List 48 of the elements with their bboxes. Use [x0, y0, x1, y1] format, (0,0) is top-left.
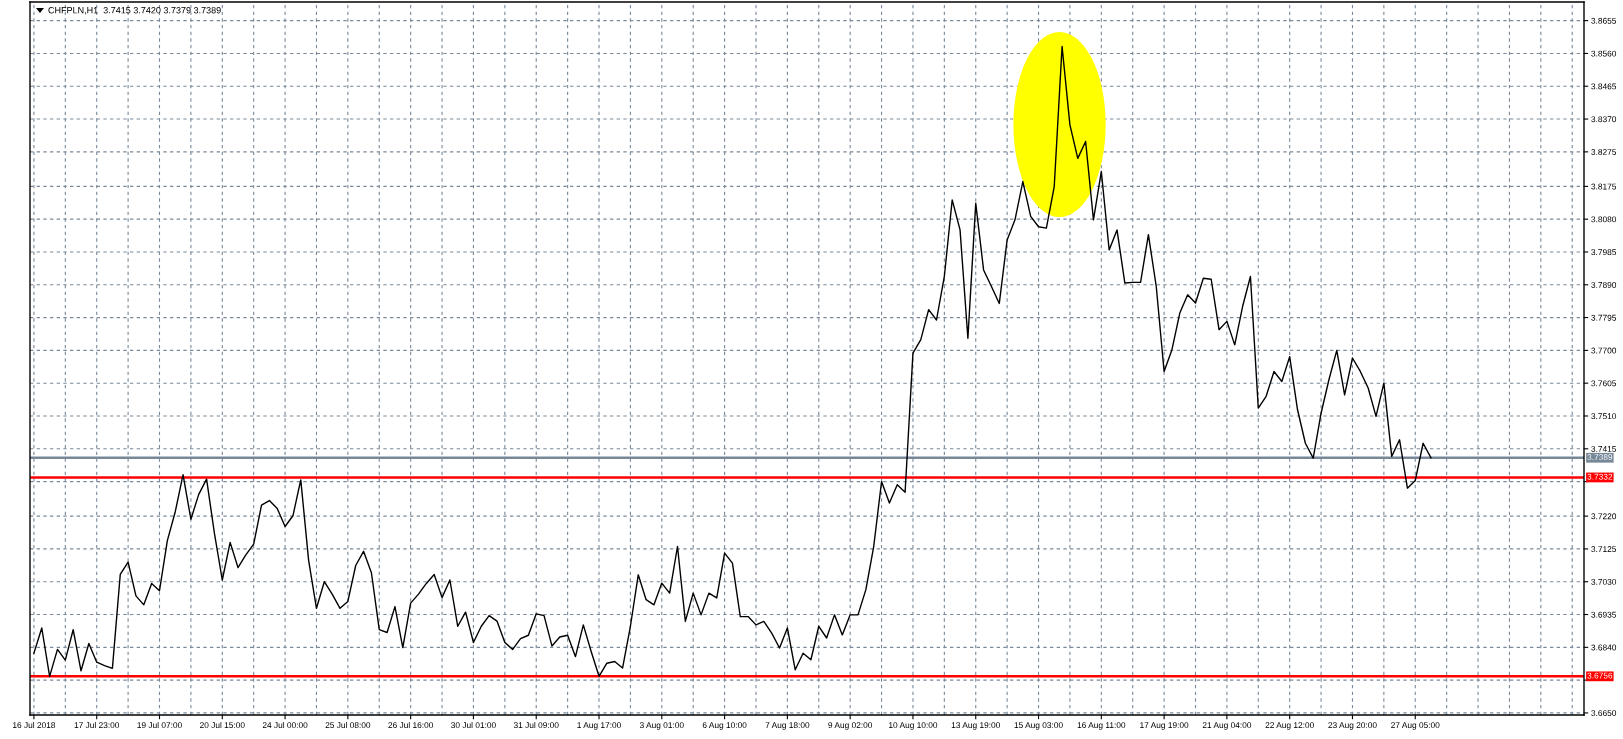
y-tick-label: 3.8175: [1591, 183, 1617, 190]
y-tick-label: 3.7220: [1591, 513, 1617, 520]
y-tick-label: 3.7795: [1591, 314, 1617, 321]
x-tick-label: 16 Aug 11:00: [1077, 722, 1126, 730]
y-tick-label: 3.6935: [1591, 611, 1617, 618]
x-tick-label: 19 Jul 07:00: [137, 721, 182, 729]
ref-line-label: 3.7332: [1587, 473, 1613, 480]
x-tick-label: 15 Aug 03:00: [1014, 722, 1063, 730]
x-tick-label: 23 Aug 20:00: [1328, 722, 1377, 730]
x-tick-label: 20 Jul 15:00: [200, 721, 245, 729]
y-tick-label: 3.8560: [1591, 50, 1617, 57]
x-tick-label: 24 Jul 00:00: [262, 721, 308, 729]
x-tick-label: 21 Aug 04:00: [1202, 722, 1252, 730]
x-tick-label: 27 Aug 05:00: [1391, 722, 1440, 730]
chart-title: CHFPLN,H1 3.7415 3.7420 3.7379 3.7389: [48, 7, 221, 15]
y-tick-label: 3.7985: [1591, 249, 1617, 256]
y-tick-label: 3.7510: [1591, 413, 1617, 420]
x-tick-label: 26 Jul 16:00: [388, 721, 434, 729]
x-tick-label: 9 Aug 02:00: [828, 722, 873, 730]
x-tick-label: 31 Jul 09:00: [513, 721, 559, 729]
x-tick-label: 22 Aug 12:00: [1265, 722, 1314, 730]
y-tick-label: 3.7030: [1591, 578, 1617, 585]
y-tick-label: 3.7605: [1591, 380, 1617, 387]
y-tick-label: 3.6650: [1591, 710, 1617, 717]
x-tick-label: 17 Jul 23:00: [74, 721, 120, 729]
y-tick-label: 3.7415: [1591, 445, 1617, 452]
y-tick-label: 3.8370: [1591, 116, 1617, 123]
y-tick-label: 3.8655: [1591, 17, 1617, 24]
y-tick-label: 3.8275: [1591, 149, 1617, 155]
x-tick-label: 13 Aug 19:00: [951, 722, 1000, 730]
x-tick-label: 6 Aug 10:00: [702, 722, 747, 730]
x-tick-label: 3 Aug 01:00: [639, 722, 684, 730]
x-tick-label: 30 Jul 01:00: [451, 721, 496, 729]
x-tick-label: 16 Jul 2018: [13, 721, 56, 729]
x-tick-label: 1 Aug 17:00: [577, 722, 621, 730]
x-tick-label: 25 Jul 08:00: [325, 721, 371, 729]
y-tick-label: 3.6840: [1591, 644, 1617, 651]
y-tick-label: 3.8465: [1591, 83, 1617, 90]
y-tick-label: 3.7700: [1591, 347, 1617, 354]
y-tick-label: 3.8080: [1591, 216, 1617, 223]
line-series: [33, 45, 1432, 678]
ref-line-label: 3.6756: [1587, 672, 1613, 679]
x-tick-label: 17 Aug 19:00: [1140, 722, 1189, 730]
y-tick-label: 3.7125: [1591, 546, 1617, 553]
ref-line-label: 3.7389: [1587, 454, 1613, 460]
x-tick-label: 10 Aug 10:00: [889, 722, 938, 730]
y-tick-label: 3.7890: [1591, 281, 1617, 288]
x-tick-label: 7 Aug 18:00: [765, 722, 810, 730]
